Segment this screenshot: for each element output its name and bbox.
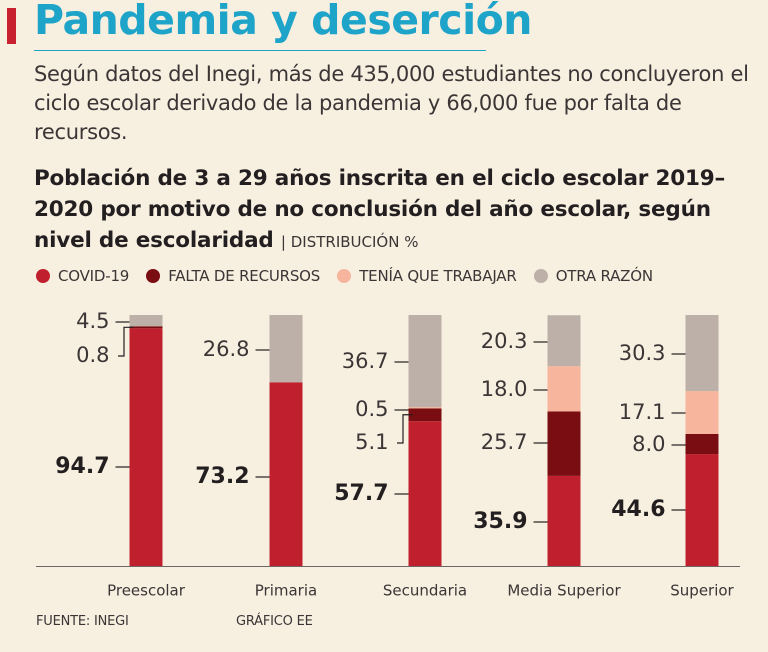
data-label-superior-covid-19: 44.6 — [611, 497, 665, 522]
chart-title-text: Población de 3 a 29 años inscrita en el … — [34, 166, 726, 253]
bar-media-superior-tenia-que-trabajar — [547, 366, 581, 412]
legend-label-covid: COVID-19 — [58, 267, 130, 285]
data-label-secundaria-falta-de-recursos: 5.1 — [355, 430, 388, 454]
bar-secundaria-falta-de-recursos — [408, 408, 442, 422]
bar-superior-covid-19 — [685, 454, 719, 566]
legend-label-falta-recursos: FALTA DE RECURSOS — [168, 267, 321, 285]
legend-label-otra-razon: OTRA RAZÓN — [555, 267, 653, 285]
bar-secundaria-covid-19 — [408, 421, 442, 566]
x-tick-label-media-superior: Media Superior — [507, 582, 621, 600]
data-label-media-superior-tenia-que-trabajar: 18.0 — [481, 377, 528, 401]
bar-preescolar-covid-19 — [129, 328, 163, 566]
chart-legend: COVID-19 FALTA DE RECURSOS TENÍA QUE TRA… — [36, 267, 665, 291]
data-label-preescolar-otra-razon: 4.5 — [76, 309, 109, 333]
source-note: FUENTE: INEGI — [36, 614, 129, 629]
data-label-media-superior-falta-de-recursos: 25.7 — [481, 430, 528, 454]
bar-media-superior-falta-de-recursos — [547, 411, 581, 476]
legend-item-covid: COVID-19 — [36, 267, 129, 285]
bar-secundaria-tenia-que-trabajar — [408, 407, 442, 409]
bar-primaria-covid-19 — [269, 382, 303, 566]
title-underline — [34, 50, 486, 51]
data-label-primaria-covid-19: 73.2 — [195, 464, 249, 489]
title-accent-bar — [7, 8, 16, 44]
legend-item-falta-recursos: FALTA DE RECURSOS — [146, 267, 320, 285]
x-tick-label-preescolar: Preescolar — [107, 582, 186, 600]
data-label-secundaria-covid-19: 57.7 — [334, 481, 388, 506]
legend-item-trabajar: TENÍA QUE TRABAJAR — [337, 267, 517, 285]
data-label-superior-falta-de-recursos: 8.0 — [632, 432, 665, 456]
legend-label-trabajar: TENÍA QUE TRABAJAR — [359, 267, 517, 285]
data-label-secundaria-tenia-que-trabajar: 0.5 — [355, 397, 388, 421]
leader-preescolar-falta-de-recursos — [118, 326, 134, 357]
data-label-media-superior-covid-19: 35.9 — [473, 509, 527, 534]
chart-title: Población de 3 a 29 años inscrita en el … — [34, 163, 754, 258]
data-label-primaria-otra-razon: 26.8 — [203, 337, 250, 361]
bar-media-superior-covid-19 — [547, 475, 581, 566]
x-tick-label-secundaria: Secundaria — [383, 582, 467, 600]
legend-item-otra-razon: OTRA RAZÓN — [533, 267, 653, 285]
chart-unit-label: | DISTRIBUCIÓN % — [280, 233, 419, 251]
data-label-media-superior-otra-razon: 20.3 — [481, 329, 528, 353]
bar-superior-tenia-que-trabajar — [685, 391, 719, 434]
bar-superior-otra-razon — [685, 315, 719, 392]
x-tick-label-superior: Superior — [670, 582, 734, 600]
data-label-superior-otra-razon: 30.3 — [619, 341, 666, 365]
data-label-secundaria-otra-razon: 36.7 — [342, 349, 389, 373]
legend-swatch-otra-razon — [533, 269, 548, 283]
bar-secundaria-otra-razon — [408, 315, 442, 408]
x-tick-label-primaria: Primaria — [255, 582, 317, 600]
bar-preescolar-falta-de-recursos — [129, 326, 163, 329]
data-label-preescolar-covid-19: 94.7 — [55, 454, 109, 479]
bar-media-superior-otra-razon — [547, 315, 581, 367]
bar-preescolar-otra-razon — [129, 315, 163, 327]
legend-swatch-covid — [36, 269, 50, 283]
bar-primaria-otra-razon — [269, 315, 303, 383]
page-title: Pandemia y deserción — [34, 0, 532, 44]
data-label-superior-tenia-que-trabajar: 17.1 — [619, 400, 666, 424]
legend-swatch-falta-recursos — [146, 269, 161, 283]
bar-superior-falta-de-recursos — [685, 433, 719, 455]
legend-swatch-trabajar — [337, 269, 352, 283]
data-label-preescolar-falta-de-recursos: 0.8 — [76, 343, 109, 367]
intro-text: Según datos del Inegi, más de 435,000 es… — [34, 62, 749, 144]
credit-note: GRÁFICO EE — [236, 614, 313, 629]
leader-secundaria-falta-de-recursos — [397, 414, 413, 444]
